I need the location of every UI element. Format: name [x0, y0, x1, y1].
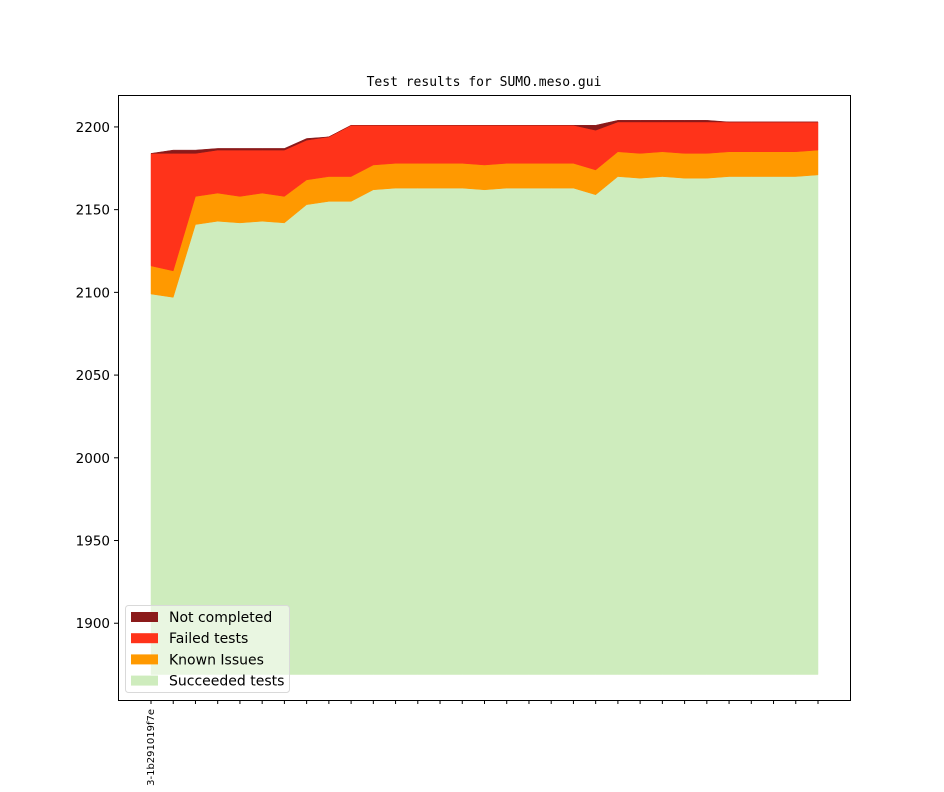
- area-not-completed: [150, 120, 818, 154]
- y-tick-label: 2150: [76, 203, 110, 219]
- areas: [150, 120, 819, 675]
- legend-label: Not completed: [169, 610, 272, 626]
- legend-label: Known Issues: [169, 652, 264, 668]
- chart-title: Test results for SUMO.meso.gui: [367, 75, 602, 90]
- legend-label: Failed tests: [169, 631, 248, 647]
- legend: Not completed Failed tests Known Issues Suc…: [125, 605, 290, 693]
- y-axis: 1900 1950 2000 2050 2100 2150 2200: [76, 120, 118, 632]
- y-tick-label: 2000: [76, 451, 110, 467]
- area-succeeded-tests: [150, 174, 819, 675]
- legend-box: [125, 605, 290, 693]
- y-tick-label: 2100: [76, 285, 110, 301]
- y-tick-label: 1900: [76, 616, 110, 632]
- legend-swatch: [131, 633, 158, 644]
- legend-swatch: [131, 654, 158, 665]
- x-axis: 3-1b291019f7e: [146, 700, 819, 786]
- legend-swatch: [131, 612, 158, 622]
- y-tick-label: 1950: [76, 534, 110, 550]
- y-tick-label: 2050: [76, 368, 110, 384]
- legend-label: Succeeded tests: [169, 674, 284, 690]
- legend-swatch: [131, 675, 158, 686]
- x-tick-label: 3-1b291019f7e: [146, 709, 157, 786]
- y-tick-label: 2200: [76, 120, 110, 136]
